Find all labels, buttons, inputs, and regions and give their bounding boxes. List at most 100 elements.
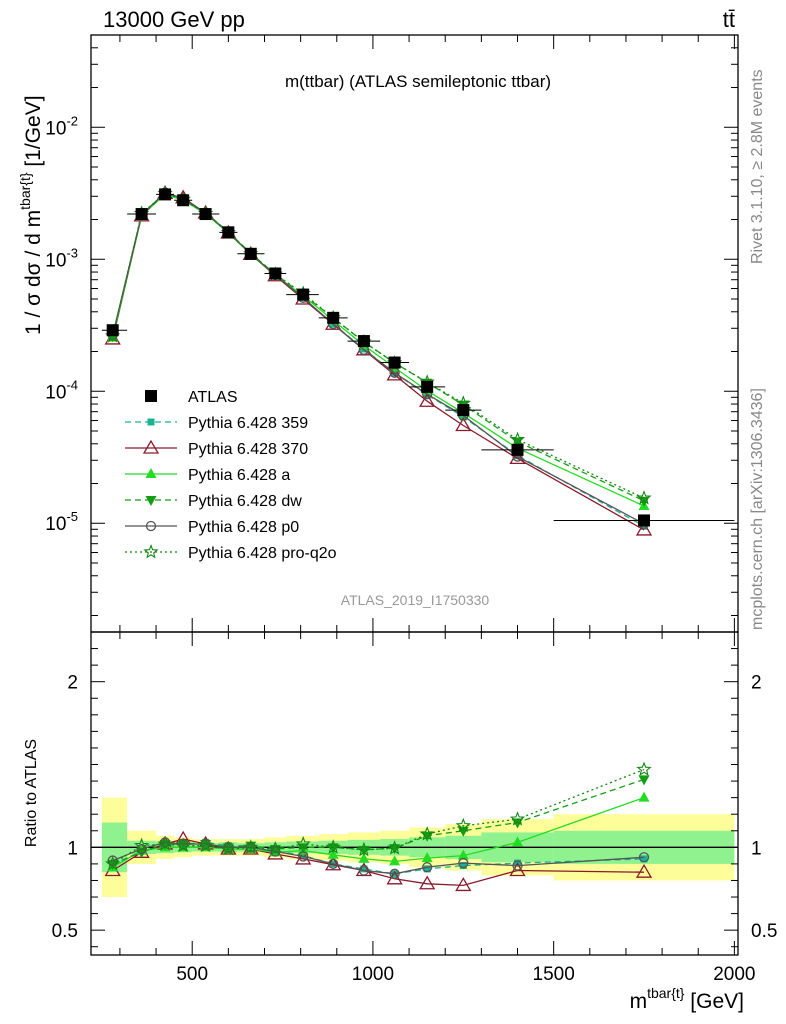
ratio-point-pdw	[327, 843, 339, 854]
ratio-point-pq2o	[197, 837, 214, 853]
data-point-p370	[386, 366, 403, 381]
ratio-point-p370	[635, 863, 653, 878]
legend-label: Pythia 6.428 dw	[188, 493, 302, 510]
legend-marker	[142, 439, 160, 454]
legend-entry-pp0: Pythia 6.428 p0	[125, 519, 299, 536]
legend-label: Pythia 6.428 370	[188, 441, 308, 458]
data-point-atlas	[135, 208, 148, 221]
ratio-point-pq2o	[325, 839, 341, 854]
ratio-point-pa	[638, 791, 650, 802]
ratio-ylabel: Ratio to ATLAS	[23, 739, 40, 847]
ratio-series-layer	[104, 761, 653, 892]
data-point-pq2o	[636, 490, 652, 505]
main-panel-background	[91, 35, 738, 632]
main-ylabel: 1 / σ dσ / d mtbar{t} [1/GeV]	[17, 95, 45, 335]
ratio-frame	[90, 631, 739, 956]
ratio-point-p370	[220, 840, 237, 855]
ratio-line-pa	[112, 796, 645, 868]
data-point-atlas	[457, 404, 470, 417]
ratio-point-pp0	[422, 862, 433, 873]
ratio-point-pp0	[270, 846, 281, 857]
ratio-point-pa	[512, 836, 524, 847]
ratio-line-p370	[112, 838, 645, 887]
ratio-point-p370	[455, 877, 472, 892]
data-point-atlas	[511, 443, 524, 456]
legend-marker	[145, 496, 157, 506]
ratio-point-pq2o	[267, 840, 283, 856]
x-tick-label: 1000	[352, 964, 394, 985]
ratio-point-p359	[423, 865, 431, 873]
ratio-y-tick-label-right: 0.5	[751, 921, 777, 942]
ratio-point-pp0	[512, 860, 523, 871]
ratio-y-tick-label-right: 1	[751, 838, 762, 859]
ratio-point-pq2o	[105, 855, 121, 871]
data-point-atlas	[159, 188, 172, 201]
data-point-atlas	[638, 514, 651, 527]
mcplots-label: mcplots.cern.ch [arXiv:1306.3436]	[749, 388, 766, 630]
x-tick-label: 500	[176, 964, 208, 985]
legend-marker	[143, 543, 159, 559]
ratio-point-pdw	[457, 826, 469, 837]
energy-label: 13000 GeV pp	[103, 7, 245, 32]
legend-entry-pdw: Pythia 6.428 dw	[125, 493, 302, 510]
ratio-point-pp0	[638, 852, 650, 863]
legend-label: Pythia 6.428 a	[188, 467, 290, 484]
main-ylabel-text: 1 / σ dσ / d mtbar{t} [1/GeV]	[17, 95, 45, 335]
series-atlas	[101, 188, 735, 527]
ratio-point-p359	[299, 852, 307, 860]
process-label: tt̄	[723, 7, 735, 32]
ratio-point-pdw	[222, 843, 234, 854]
ratio-line-pq2o	[112, 768, 645, 865]
ratio-point-pq2o	[509, 811, 526, 826]
ratio-point-pq2o	[295, 835, 311, 851]
legend-label: Pythia 6.428 pro-q2o	[188, 545, 337, 562]
ratio-point-pa	[358, 852, 370, 863]
data-point-atlas	[357, 335, 370, 348]
data-point-atlas	[177, 194, 190, 207]
data-point-atlas	[297, 288, 310, 301]
series-line-pa	[112, 193, 645, 507]
data-point-p370	[509, 450, 526, 465]
ratio-point-pq2o	[356, 841, 372, 857]
main-title: m(ttbar) (ATLAS semileptonic ttbar)	[285, 72, 551, 91]
ratio-y-tick-label-right: 2	[751, 673, 762, 694]
ratio-point-pp0	[358, 865, 370, 876]
ratio-point-pq2o	[419, 826, 435, 841]
data-point-atlas	[106, 324, 119, 337]
legend-entry-p370: Pythia 6.428 370	[125, 439, 308, 458]
ratio-point-p370	[325, 856, 342, 871]
data-point-atlas	[199, 208, 212, 221]
ratio-y-tick-label: 0.5	[52, 921, 78, 942]
x-axis-label: mtbar{t} [GeV]	[630, 985, 744, 1013]
ratio-point-pq2o	[386, 840, 403, 855]
ratio-point-pq2o	[636, 761, 652, 776]
data-point-pq2o	[509, 431, 526, 447]
main-series-layer	[101, 185, 735, 536]
ratio-point-pa	[389, 855, 401, 866]
ratio-point-pp0	[328, 858, 339, 870]
ratio-point-p359	[360, 865, 368, 873]
ratio-point-p370	[509, 862, 526, 877]
y-tick-label: 10-4	[45, 377, 78, 403]
data-point-atlas	[327, 311, 340, 324]
data-point-atlas	[222, 226, 235, 239]
ratio-point-pq2o	[455, 817, 471, 833]
main-plot-area	[91, 35, 738, 632]
x-axis-label-text: mtbar{t} [GeV]	[630, 985, 744, 1013]
ratio-series-pq2o	[105, 761, 652, 871]
ratio-point-pa	[457, 849, 469, 860]
legend-entry-p359: Pythia 6.428 359	[125, 415, 308, 432]
x-tick-label: 1500	[533, 964, 575, 985]
ratio-line-pp0	[112, 841, 645, 875]
ratio-y-tick-label: 2	[67, 673, 78, 694]
y-tick-label: 10-2	[45, 113, 78, 139]
ratio-point-pa	[421, 852, 433, 863]
legend-label: Pythia 6.428 p0	[188, 519, 299, 536]
y-tick-label: 10-5	[45, 509, 78, 535]
data-point-atlas	[269, 267, 282, 280]
legend: ATLAS Pythia 6.428 359 Pythia 6.428 370 Pyt…	[125, 389, 337, 562]
ratio-point-pq2o	[243, 839, 259, 854]
analysis-watermark: ATLAS_2019_I1750330	[341, 592, 490, 608]
legend-label: ATLAS	[188, 389, 238, 406]
